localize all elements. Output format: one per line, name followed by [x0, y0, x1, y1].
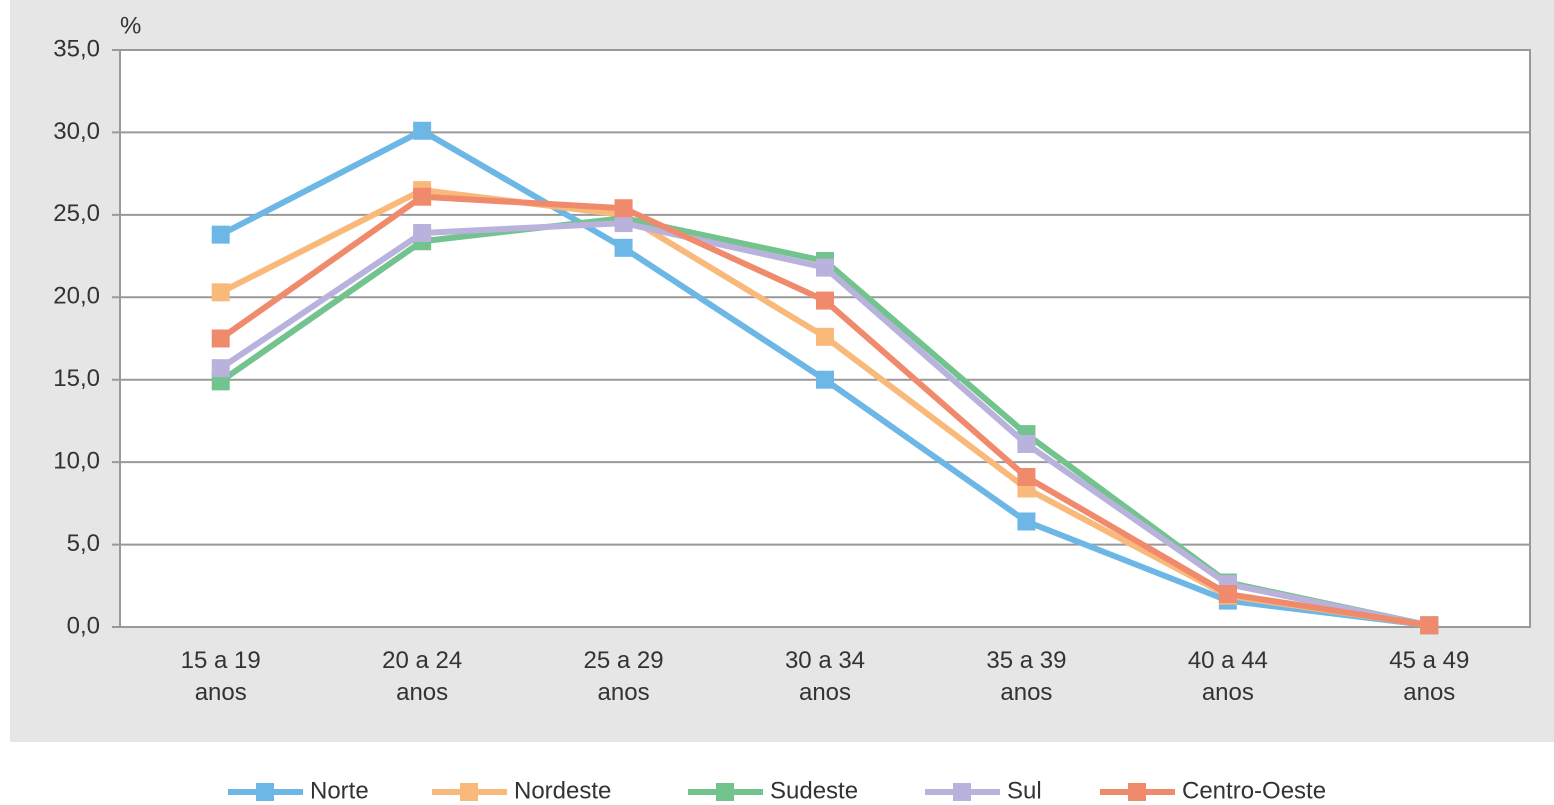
x-tick-label: 20 a 24 anos — [382, 647, 462, 706]
point-marker — [614, 214, 633, 233]
point-marker — [816, 258, 834, 277]
point-marker — [413, 223, 432, 242]
y-tick-label: 5,0 — [67, 530, 100, 557]
point-marker — [816, 327, 834, 346]
y-tick-label: 10,0 — [53, 447, 100, 474]
y-tick-label: 30,0 — [53, 118, 100, 145]
y-axis-label: % — [120, 12, 141, 39]
x-tick-label: 40 a 44 anos — [1188, 647, 1268, 706]
legend-marker — [256, 783, 274, 801]
legend-label: Sudeste — [770, 777, 858, 804]
point-marker — [1218, 585, 1237, 604]
legend-marker — [460, 783, 478, 801]
legend-label: Sul — [1007, 777, 1042, 804]
point-marker — [1420, 616, 1439, 635]
point-marker — [816, 370, 834, 389]
y-tick-label: 15,0 — [53, 365, 100, 392]
point-marker — [816, 291, 834, 310]
legend-label: Norte — [310, 777, 369, 804]
point-marker — [614, 199, 633, 218]
point-marker — [413, 121, 432, 140]
x-tick-label: 30 a 34 anos — [785, 647, 865, 706]
legend-marker — [1128, 783, 1146, 801]
x-tick-label: 25 a 29 anos — [584, 647, 664, 706]
y-tick-label: 35,0 — [53, 35, 100, 62]
point-marker — [614, 238, 633, 257]
point-marker — [211, 225, 230, 244]
legend-label: Nordeste — [514, 777, 611, 804]
y-tick-label: 20,0 — [53, 283, 100, 310]
point-marker — [1017, 512, 1036, 531]
point-marker — [211, 359, 230, 378]
legend-label: Centro-Oeste — [1182, 777, 1326, 804]
point-marker — [413, 187, 432, 206]
point-marker — [1017, 467, 1036, 486]
x-tick-label: 35 a 39 anos — [986, 647, 1066, 706]
y-tick-label: 0,0 — [67, 612, 100, 639]
point-marker — [1017, 435, 1036, 454]
x-tick-label: 45 a 49 anos — [1389, 647, 1469, 706]
point-marker — [211, 283, 230, 302]
y-tick-label: 25,0 — [53, 200, 100, 227]
legend-marker — [716, 783, 734, 801]
point-marker — [211, 329, 230, 348]
legend-marker — [953, 783, 971, 801]
x-tick-label: 15 a 19 anos — [181, 647, 261, 706]
